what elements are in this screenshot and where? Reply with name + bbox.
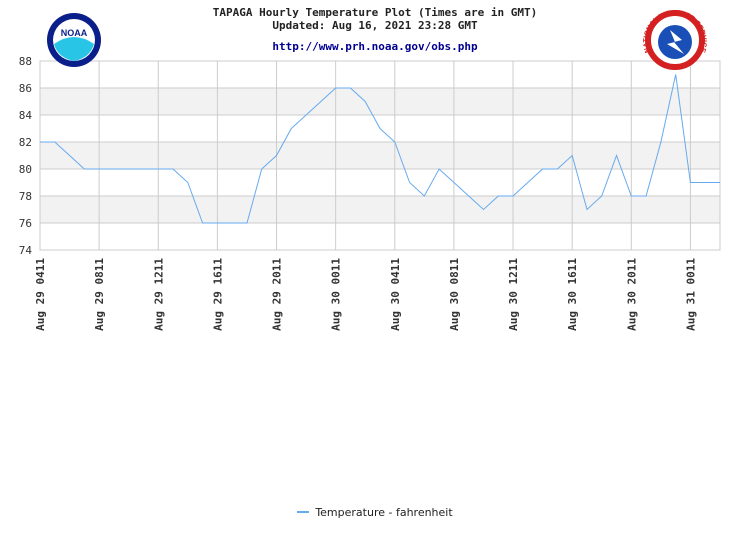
noaa-logo-wave <box>54 37 94 61</box>
data-point <box>232 223 233 224</box>
updated-timestamp: Updated: Aug 16, 2021 23:28 GMT <box>272 19 478 32</box>
x-tick-label: Aug 29 0811 <box>93 258 106 331</box>
x-tick-label: Aug 30 2011 <box>625 258 638 331</box>
x-tick-label: Aug 29 1611 <box>211 258 224 331</box>
data-point <box>468 196 469 197</box>
data-point <box>113 169 114 170</box>
data-point <box>631 196 632 197</box>
data-point <box>158 169 159 170</box>
data-point <box>276 155 277 156</box>
background-bands <box>40 61 720 250</box>
data-point <box>335 88 336 89</box>
data-point <box>660 142 661 143</box>
y-tick-label: 84 <box>19 109 33 122</box>
y-tick-label: 74 <box>19 244 33 257</box>
y-tick-label: 82 <box>19 136 32 149</box>
data-point <box>616 155 617 156</box>
data-point <box>557 169 558 170</box>
data-point <box>69 155 70 156</box>
plot-border <box>39 60 721 251</box>
data-point <box>380 128 381 129</box>
noaa-logo-text: NOAA <box>61 28 88 38</box>
grid-band <box>40 88 720 115</box>
data-point <box>720 182 721 183</box>
data-point <box>601 196 602 197</box>
temperature-line <box>40 74 720 224</box>
data-point <box>498 196 499 197</box>
temperature-series <box>40 74 721 224</box>
data-point <box>572 155 573 156</box>
data-point <box>99 169 100 170</box>
nws-logo-lightning-icon <box>667 30 684 54</box>
x-tick-label: Aug 30 1211 <box>507 258 520 331</box>
noaa-logo: NOAA <box>47 13 101 67</box>
y-tick-label: 76 <box>19 217 32 230</box>
data-point <box>705 182 706 183</box>
data-point <box>54 142 55 143</box>
data-point <box>187 182 188 183</box>
y-tick-label: 78 <box>19 190 32 203</box>
plot-frame <box>39 60 721 251</box>
legend-label: Temperature - fahrenheit <box>315 506 453 519</box>
data-point <box>291 128 292 129</box>
data-point <box>409 182 410 183</box>
legend-swatch <box>297 511 310 513</box>
data-point <box>483 209 484 210</box>
x-tick-label: Aug 30 0811 <box>448 258 461 331</box>
y-tick-label: 86 <box>19 82 32 95</box>
data-point <box>246 223 247 224</box>
x-tick-label: Aug 30 1611 <box>566 258 579 331</box>
data-point <box>690 182 691 183</box>
data-point <box>527 182 528 183</box>
data-point <box>217 223 218 224</box>
data-point <box>128 169 129 170</box>
data-point <box>424 196 425 197</box>
data-point <box>84 169 85 170</box>
x-tick-label: Aug 29 0411 <box>34 258 47 331</box>
data-point <box>542 169 543 170</box>
data-point <box>439 169 440 170</box>
data-point <box>306 115 307 116</box>
data-point <box>513 196 514 197</box>
x-axis-tick-labels: Aug 29 0411 Aug 29 0811 Aug 29 1211 Aug 29 … <box>34 258 697 331</box>
data-point <box>453 182 454 183</box>
data-point <box>646 196 647 197</box>
data-point <box>350 88 351 89</box>
grid-band <box>40 196 720 223</box>
data-point <box>320 101 321 102</box>
national-weather-service-logo: NATIONAL WEATHER SERVICE <box>643 10 707 70</box>
x-tick-label: Aug 30 0011 <box>330 258 343 331</box>
grid-band <box>40 142 720 169</box>
chart-title: TAPAGA Hourly Temperature Plot (Times ar… <box>212 6 538 19</box>
data-point <box>173 169 174 170</box>
data-point <box>394 142 395 143</box>
x-tick-label: Aug 29 1211 <box>152 258 165 331</box>
data-point <box>261 169 262 170</box>
y-tick-label: 80 <box>19 163 32 176</box>
chart-legend: Temperature - fahrenheit <box>0 506 750 519</box>
obs-url-link[interactable]: http://www.prh.noaa.gov/obs.php <box>272 40 478 53</box>
data-point <box>365 101 366 102</box>
data-point <box>40 142 41 143</box>
x-tick-label: Aug 29 2011 <box>271 258 284 331</box>
data-point <box>202 223 203 224</box>
x-tick-label: Aug 31 0011 <box>684 258 697 331</box>
y-axis-tick-labels: 74 76 78 80 82 84 86 88 <box>19 55 33 257</box>
data-point <box>586 209 587 210</box>
data-point <box>143 169 144 170</box>
data-point <box>675 74 676 75</box>
y-tick-label: 88 <box>19 55 32 68</box>
x-tick-label: Aug 30 0411 <box>389 258 402 331</box>
